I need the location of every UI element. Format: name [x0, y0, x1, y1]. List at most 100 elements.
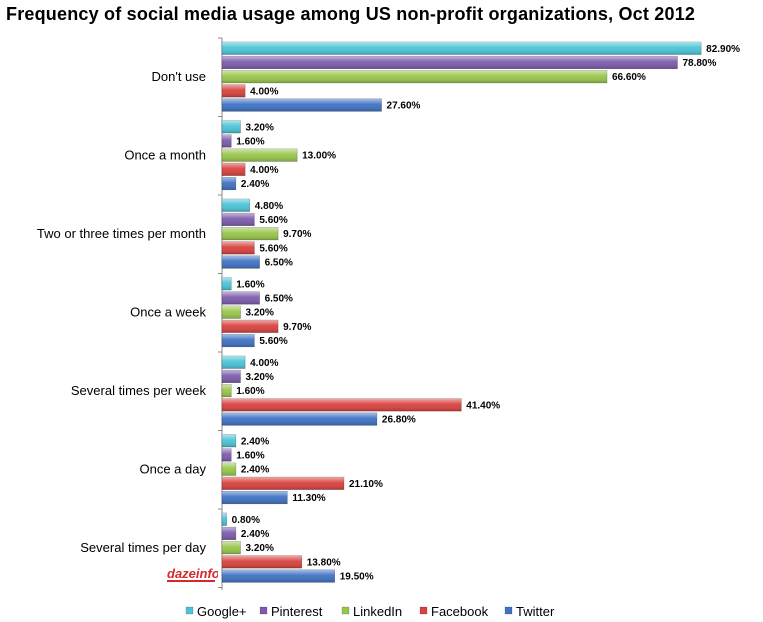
bars-layer [221, 41, 702, 583]
legend-swatch [419, 606, 428, 615]
legend-item-google-: Google+ [185, 604, 247, 619]
bar-shading [222, 213, 255, 226]
bar-shading [222, 320, 279, 333]
legend-swatch [259, 606, 268, 615]
data-label: 5.60% [259, 243, 287, 254]
bar-shading [222, 462, 236, 476]
data-label: 19.50% [340, 572, 374, 583]
data-label: 3.20% [245, 372, 273, 383]
bar-shading [222, 334, 255, 347]
legend-item-pinterest: Pinterest [259, 604, 323, 619]
data-label: 4.00% [250, 165, 278, 176]
data-label: 3.20% [245, 308, 273, 319]
data-label: 5.60% [259, 336, 287, 347]
data-label: 4.00% [250, 86, 278, 97]
bar-shading [222, 120, 241, 133]
bar-shading [222, 305, 241, 319]
bar-shading [222, 277, 232, 290]
bar-shading [222, 370, 241, 383]
data-label: 9.70% [283, 322, 311, 333]
bar-shading [222, 199, 250, 212]
bar-shading [222, 491, 288, 504]
data-label: 41.40% [466, 400, 500, 411]
data-label: 6.50% [265, 258, 293, 269]
data-label: 13.00% [302, 151, 336, 162]
bar-shading [222, 255, 260, 269]
data-label: 78.80% [682, 58, 716, 69]
data-label: 3.20% [245, 543, 273, 554]
bar-shading [222, 412, 377, 426]
category-label: Once a week [130, 305, 206, 320]
bar-shading [222, 384, 232, 397]
legend-label: Facebook [431, 604, 489, 619]
category-labels: Don't use Once a month Two or three times … [37, 69, 207, 555]
legend-item-facebook: Facebook [419, 604, 489, 619]
svg-text:dazeinfo: dazeinfo [167, 566, 218, 581]
category-label: Several times per day [80, 540, 206, 555]
category-label: Once a day [140, 462, 207, 477]
category-label: Two or three times per month [37, 226, 206, 241]
data-label: 1.60% [236, 136, 264, 147]
value-labels: 82.90% 78.80% 66.60% 4.00% 27.60% 3.20% 1.60% 1… [232, 44, 741, 583]
bar-shading [222, 98, 382, 112]
bar-shading [222, 356, 246, 369]
category-label: Don't use [151, 69, 206, 84]
bar-shading [222, 555, 302, 569]
legend-swatch [185, 606, 194, 615]
bar-shading [222, 569, 335, 583]
bar-shading [222, 477, 344, 490]
data-label: 3.20% [245, 122, 273, 133]
data-label: 2.40% [241, 529, 269, 540]
bar-shading [222, 163, 246, 176]
bar-shading [222, 177, 236, 190]
bar-shading [222, 398, 462, 412]
data-label: 1.60% [236, 450, 264, 461]
data-label: 13.80% [307, 557, 341, 568]
bar-shading [222, 291, 260, 305]
data-label: 1.60% [236, 279, 264, 290]
data-label: 66.60% [612, 72, 646, 83]
legend-swatch [341, 606, 350, 615]
legend-label: Twitter [516, 604, 555, 619]
bar-shading [222, 134, 232, 148]
data-label: 0.80% [232, 515, 260, 526]
legend-label: Google+ [197, 604, 247, 619]
axis-layer [218, 37, 223, 590]
bar-shading [222, 513, 227, 526]
category-label: Once a month [124, 148, 206, 163]
bar-shading [222, 241, 255, 255]
data-label: 26.80% [382, 415, 416, 426]
data-label: 27.60% [387, 101, 421, 112]
data-label: 4.00% [250, 358, 278, 369]
legend-swatch [504, 606, 513, 615]
legend-item-twitter: Twitter [504, 604, 555, 619]
data-label: 2.40% [241, 465, 269, 476]
data-label: 21.10% [349, 479, 383, 490]
data-label: 4.80% [255, 201, 283, 212]
data-label: 1.60% [236, 386, 264, 397]
chart-title: Frequency of social media usage among US… [6, 4, 696, 24]
data-label: 82.90% [706, 44, 740, 55]
data-label: 11.30% [292, 493, 325, 504]
bar-shading [222, 148, 298, 162]
bar-shading [222, 56, 678, 69]
bar-shading [222, 448, 232, 462]
bar-shading [222, 70, 607, 83]
category-label: Several times per week [71, 383, 207, 398]
data-label: 5.60% [259, 215, 287, 226]
legend-item-linkedin: LinkedIn [341, 604, 402, 619]
data-label: 2.40% [241, 179, 269, 190]
legend-label: LinkedIn [353, 604, 402, 619]
bar-shading [222, 434, 236, 447]
data-label: 6.50% [265, 293, 293, 304]
bar-shading [222, 84, 246, 98]
data-label: 9.70% [283, 229, 311, 240]
bar-shading [222, 541, 241, 554]
bar-shading [222, 42, 702, 55]
dazeinfo-logo: dazeinfo [166, 565, 218, 585]
legend-label: Pinterest [271, 604, 323, 619]
legend: Google+ Pinterest LinkedIn Facebook Twitter [185, 604, 555, 619]
bar-shading [222, 227, 279, 240]
bar-shading [222, 527, 236, 540]
